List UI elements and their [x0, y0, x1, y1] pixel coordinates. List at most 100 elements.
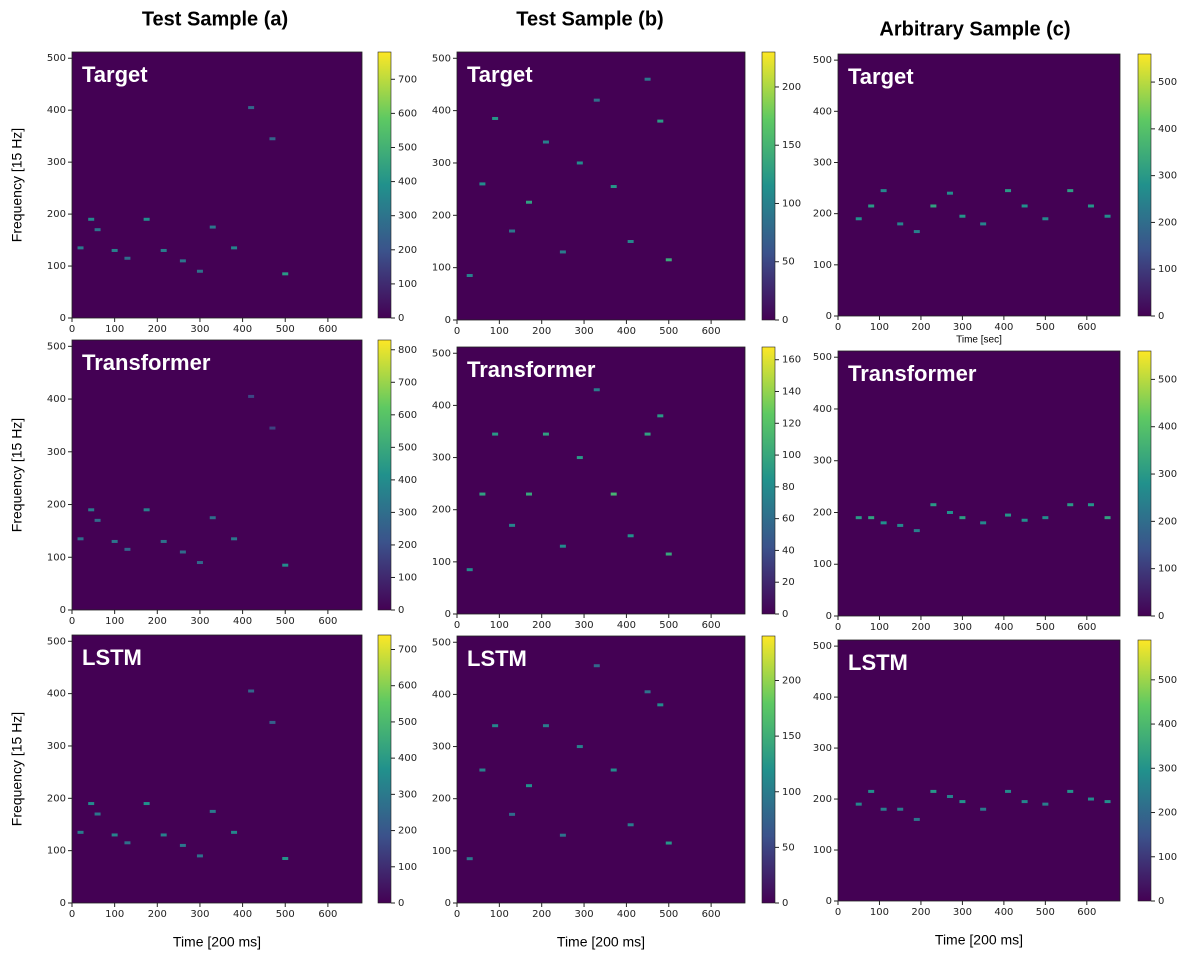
- cell: [947, 192, 953, 195]
- cell: [611, 493, 617, 496]
- cell: [657, 703, 663, 706]
- cell: [666, 842, 672, 845]
- y-tick-label: 0: [826, 896, 832, 907]
- x-tick-label: 300: [953, 622, 972, 633]
- cell: [930, 503, 936, 506]
- colorbar-tick-label: 50: [782, 257, 795, 268]
- cell: [914, 230, 920, 233]
- colorbar: [762, 636, 775, 903]
- cell: [930, 204, 936, 207]
- colorbar-tick-label: 20: [782, 577, 795, 588]
- y-tick-label: 500: [813, 352, 832, 363]
- x-tick-label: 100: [105, 909, 124, 920]
- cell: [868, 204, 874, 207]
- panel-title: Target: [848, 64, 914, 89]
- x-tick-label: 100: [870, 622, 889, 633]
- colorbar-tick-label: 400: [398, 177, 417, 188]
- plot-area: [838, 54, 1120, 316]
- colorbar-tick-label: 80: [782, 482, 795, 493]
- cell: [947, 795, 953, 798]
- y-tick-label: 400: [432, 400, 451, 411]
- colorbar-tick-label: 500: [1158, 374, 1177, 385]
- y-tick-label: 400: [432, 106, 451, 117]
- x-tick-label: 0: [454, 620, 460, 631]
- cell: [88, 218, 94, 221]
- colorbar-tick-label: 0: [782, 898, 788, 909]
- panel-title: Target: [82, 62, 148, 87]
- x-tick-label: 100: [490, 909, 509, 920]
- colorbar-tick-label: 60: [782, 514, 795, 525]
- x-tick-label: 0: [454, 326, 460, 337]
- colorbar-tick-label: 0: [1158, 611, 1164, 622]
- y-tick-label: 300: [813, 743, 832, 754]
- panel-title: LSTM: [467, 646, 527, 671]
- y-tick-label: 300: [432, 742, 451, 753]
- cell: [124, 841, 130, 844]
- colorbar-tick-label: 700: [398, 377, 417, 388]
- y-tick-label: 500: [47, 636, 66, 647]
- cell: [197, 270, 203, 273]
- x-tick-label: 300: [953, 907, 972, 918]
- colorbar-tick-label: 700: [398, 644, 417, 655]
- y-tick-label: 0: [445, 898, 451, 909]
- plot-area: [838, 351, 1120, 616]
- cell: [1005, 189, 1011, 192]
- cell: [1105, 516, 1111, 519]
- y-tick-label: 100: [47, 552, 66, 563]
- cell: [856, 217, 862, 220]
- cell: [144, 802, 150, 805]
- colorbar-tick-label: 140: [782, 387, 801, 398]
- x-axis-label: Time [200 ms]: [557, 934, 645, 950]
- x-tick-label: 600: [1077, 622, 1096, 633]
- cell: [78, 831, 84, 834]
- cell: [1067, 503, 1073, 506]
- cell: [628, 240, 634, 243]
- cell: [88, 508, 94, 511]
- cell: [628, 534, 634, 537]
- cell: [509, 813, 515, 816]
- x-tick-label: 400: [233, 616, 252, 627]
- x-tick-label: 300: [190, 909, 209, 920]
- y-axis-label: Frequency [15 Hz]: [9, 418, 25, 532]
- colorbar: [762, 52, 775, 320]
- cell: [1022, 800, 1028, 803]
- cell: [78, 246, 84, 249]
- cell: [231, 831, 237, 834]
- cell: [1042, 217, 1048, 220]
- y-tick-label: 500: [432, 637, 451, 648]
- x-tick-label: 100: [490, 326, 509, 337]
- cell: [594, 388, 600, 391]
- y-tick-label: 0: [445, 315, 451, 326]
- cell: [1067, 189, 1073, 192]
- cell: [980, 222, 986, 225]
- cell: [930, 790, 936, 793]
- panel-title: Target: [467, 62, 533, 87]
- x-tick-label: 200: [911, 622, 930, 633]
- cell: [180, 259, 186, 262]
- colorbar-tick-label: 300: [398, 789, 417, 800]
- column-title: Test Sample (b): [516, 8, 663, 30]
- cell: [611, 769, 617, 772]
- cell: [210, 226, 216, 229]
- panel-title: LSTM: [82, 645, 142, 670]
- cell: [269, 137, 275, 140]
- cell: [467, 857, 473, 860]
- panel-title: Transformer: [848, 361, 977, 386]
- colorbar-tick-label: 500: [1158, 77, 1177, 88]
- colorbar-tick-label: 600: [398, 410, 417, 421]
- x-tick-label: 600: [318, 909, 337, 920]
- column-title: Arbitrary Sample (c): [879, 18, 1070, 40]
- x-tick-label: 100: [870, 907, 889, 918]
- colorbar-tick-label: 0: [398, 605, 404, 616]
- x-tick-label: 100: [870, 322, 889, 333]
- y-tick-label: 0: [826, 311, 832, 322]
- cell: [594, 664, 600, 667]
- cell: [543, 433, 549, 436]
- y-tick-label: 300: [47, 157, 66, 168]
- colorbar-tick-label: 150: [782, 140, 801, 151]
- x-tick-label: 500: [276, 909, 295, 920]
- y-tick-label: 200: [432, 794, 451, 805]
- colorbar-tick-label: 100: [1158, 264, 1177, 275]
- colorbar-tick-label: 120: [782, 418, 801, 429]
- cell: [467, 568, 473, 571]
